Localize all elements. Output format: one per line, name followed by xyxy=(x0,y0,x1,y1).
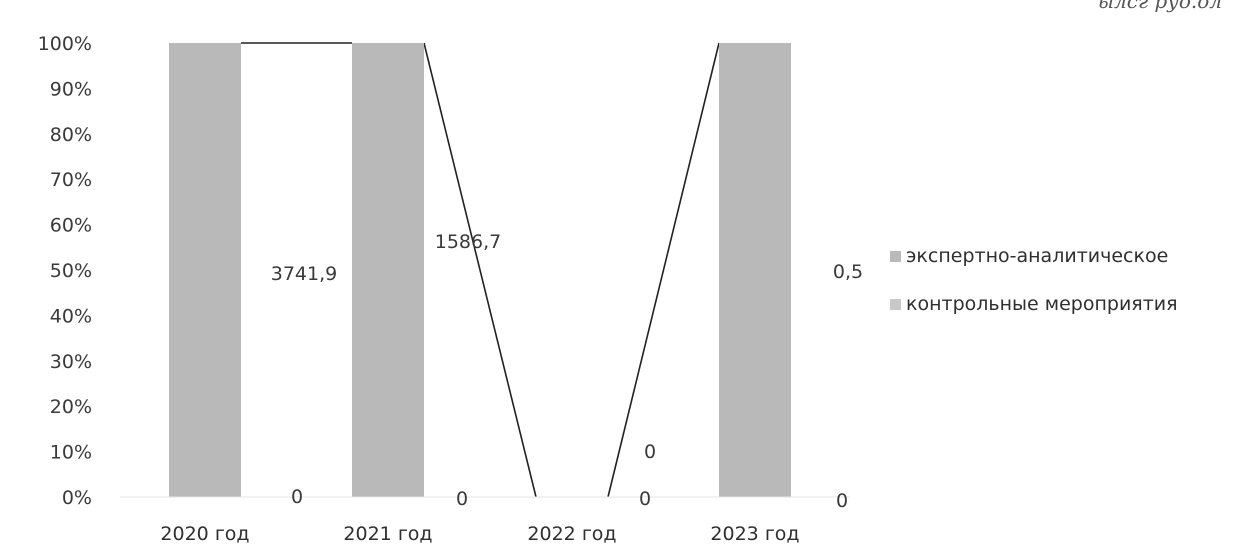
y-tick-label: 40% xyxy=(50,305,92,327)
legend: экспертно-аналитическое контрольные мероп… xyxy=(890,245,1178,315)
legend-label: экспертно-аналитическое xyxy=(906,245,1168,267)
y-tick-label: 0% xyxy=(62,487,92,509)
data-label-контрольные-мероприятия: 0 xyxy=(456,488,468,510)
bars xyxy=(169,43,791,497)
corner-text: ылсг руо.ол xyxy=(1098,0,1222,13)
y-tick-label: 60% xyxy=(50,215,92,237)
series-line xyxy=(423,42,537,498)
x-tick-label: 2022 год xyxy=(527,523,616,545)
series-line xyxy=(607,42,720,498)
legend-swatch xyxy=(890,251,901,262)
bar-4 xyxy=(719,43,791,497)
x-tick-label: 2020 год xyxy=(160,523,249,545)
series-lines xyxy=(241,42,720,498)
y-tick-label: 100% xyxy=(38,33,92,55)
data-label-экспертно-аналитическое: 1586,7 xyxy=(435,231,501,253)
y-tick-label: 90% xyxy=(50,78,92,100)
x-tick-label: 2021 год xyxy=(343,523,432,545)
x-axis: 2020 год 2021 год 2022 год 2023 год xyxy=(160,523,799,545)
y-tick-label: 20% xyxy=(50,396,92,418)
bar-1 xyxy=(169,43,241,497)
bar-2 xyxy=(352,43,424,497)
data-label-экспертно-аналитическое: 3741,9 xyxy=(271,263,337,285)
data-label-контрольные-мероприятия: 0 xyxy=(836,490,848,512)
legend-label: контрольные мероприятия xyxy=(906,293,1178,315)
y-tick-label: 50% xyxy=(50,260,92,282)
x-tick-label: 2023 год xyxy=(710,523,799,545)
data-label-контрольные-мероприятия: 0 xyxy=(639,488,651,510)
legend-swatch xyxy=(890,299,901,310)
data-label-экспертно-аналитическое: 0,5 xyxy=(833,261,863,283)
y-tick-label: 10% xyxy=(50,442,92,464)
y-tick-label: 80% xyxy=(50,124,92,146)
y-axis: 0% 10% 20% 30% 40% 50% 60% 70% 80% 90% 100% xyxy=(38,33,850,509)
data-label-экспертно-аналитическое: 0 xyxy=(644,441,656,463)
data-label-контрольные-мероприятия: 0 xyxy=(291,486,303,508)
y-tick-label: 70% xyxy=(50,169,92,191)
y-tick-label: 30% xyxy=(50,351,92,373)
data-labels: 3741,9 0 1586,7 0 0 0 0,5 0 xyxy=(271,231,863,512)
